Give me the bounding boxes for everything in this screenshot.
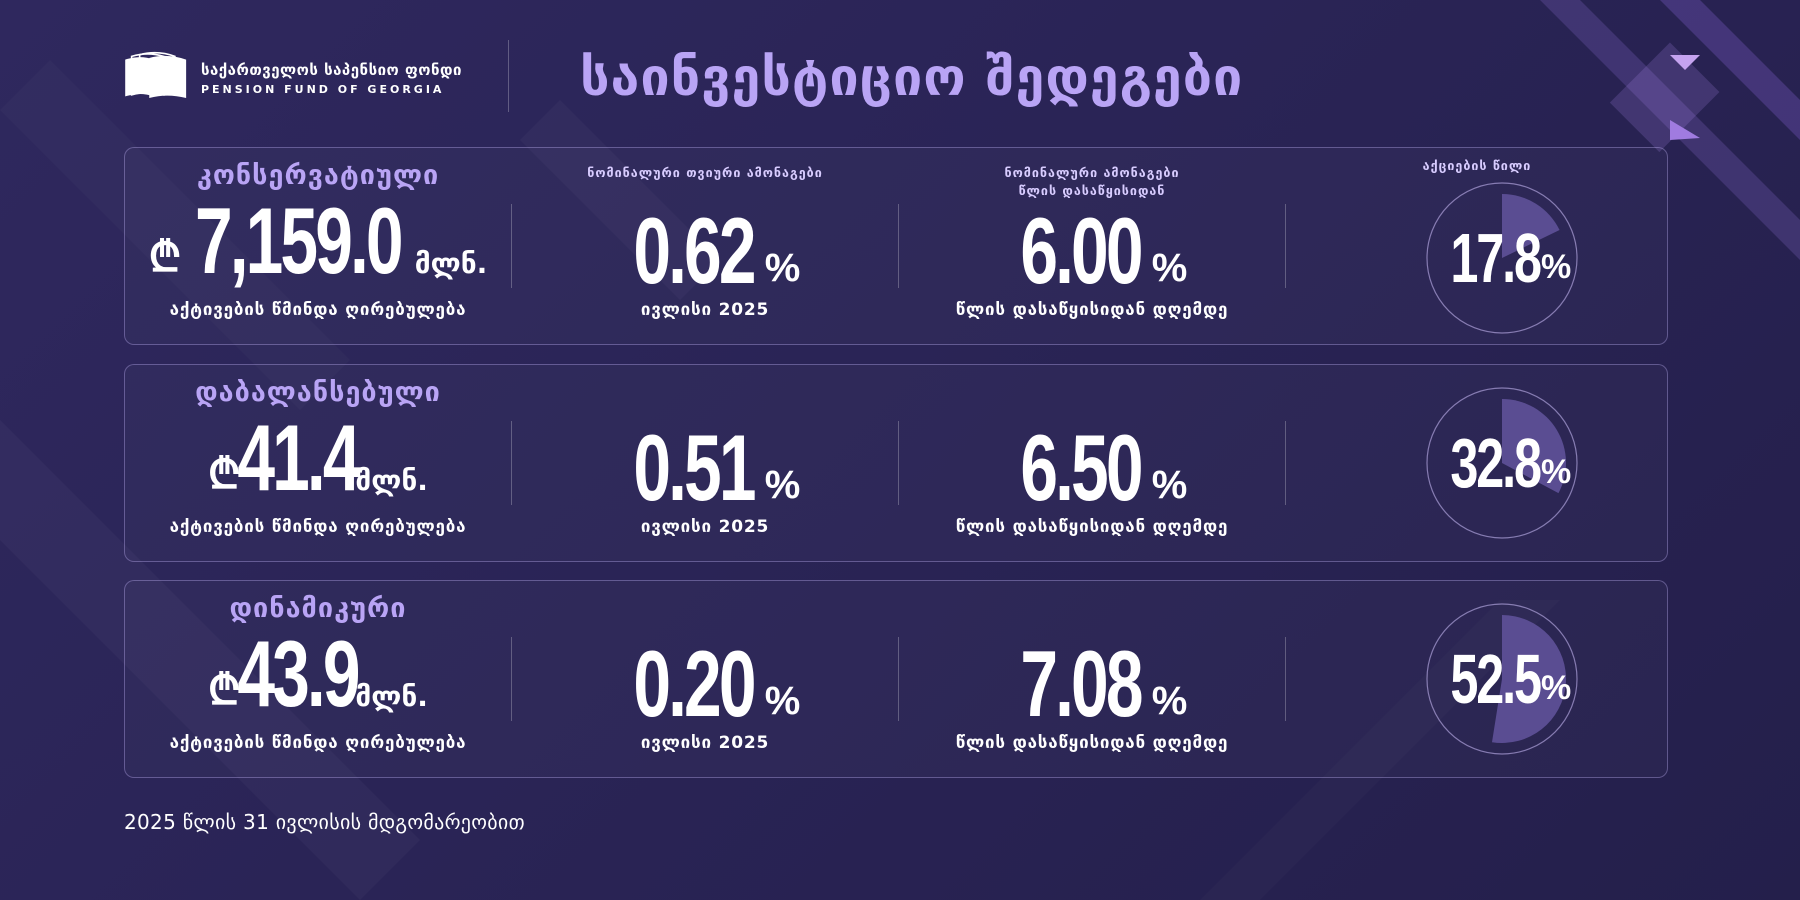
- nav-label: აქტივების წმინდა ღირებულება: [169, 733, 467, 753]
- ytd-return: 6.50 %: [899, 419, 1285, 515]
- monthly-return-label: ივლისი 2025: [640, 300, 770, 320]
- header-divider: [508, 40, 509, 112]
- column-divider: [511, 637, 512, 721]
- ytd-return-heading: ნომინალური ამონაგები წლის დასაწყისიდან: [899, 164, 1285, 200]
- page-title: საინვესტიციო შედეგები: [580, 48, 1244, 108]
- equity-share-slice: [1502, 194, 1560, 258]
- equity-share-gauge: 17.8 %: [1426, 182, 1578, 334]
- monthly-return: 0.51 %: [512, 419, 898, 515]
- percent-sign: %: [1541, 453, 1572, 491]
- column-divider: [898, 421, 899, 505]
- monthly-return-heading: ნომინალური თვიური ამონაგები: [587, 165, 823, 180]
- logo-text-georgian: საქართველოს საპენსიო ფონდი: [200, 60, 462, 79]
- monthly-return: 0.62 %: [512, 202, 898, 298]
- monthly-return-value: 0.62: [633, 198, 756, 303]
- column-divider: [898, 204, 899, 288]
- nav-label: აქტივების წმინდა ღირებულება: [169, 517, 467, 537]
- column-divider: [1285, 637, 1286, 721]
- fund-name: დინამიკური: [229, 593, 407, 624]
- nav-unit: მლნ.: [355, 464, 428, 497]
- as-of-date-note: 2025 წლის 31 ივლისის მდგომარეობით: [124, 810, 525, 834]
- percent-sign: %: [1541, 248, 1572, 286]
- percent-sign: %: [1541, 669, 1572, 707]
- percent-sign: %: [1151, 246, 1188, 290]
- ytd-return-value: 7.08: [1020, 631, 1143, 736]
- monthly-return-value: 0.20: [633, 631, 756, 736]
- gauge-ring: [1426, 603, 1578, 755]
- ytd-heading-line2: წლის დასაწყისიდან: [1018, 183, 1166, 198]
- percent-sign: %: [1151, 679, 1188, 723]
- column-divider: [511, 204, 512, 288]
- equity-share-value: 17.8: [1450, 219, 1542, 297]
- monthly-return: 0.20 %: [512, 635, 898, 731]
- nav-value: 41.4: [237, 405, 361, 510]
- percent-sign: %: [764, 679, 801, 723]
- column-divider: [898, 637, 899, 721]
- ytd-return: 6.00 %: [899, 202, 1285, 298]
- column-divider: [511, 421, 512, 505]
- logo-text-english: PENSION FUND OF GEORGIA: [200, 82, 445, 96]
- column-divider: [1285, 421, 1286, 505]
- ytd-return-label: წლის დასაწყისიდან დღემდე: [955, 300, 1229, 320]
- nav-value: 7,159.0: [195, 188, 404, 293]
- fund-name: დაბალანსებული: [195, 377, 441, 408]
- equity-share-slice: [1502, 399, 1567, 494]
- net-asset-value: ₾ 7,159.0 მლნ.: [125, 192, 511, 288]
- lari-currency-icon: ₾: [208, 665, 241, 714]
- fund-card-balanced: დაბალანსებული ₾ 41.4 მლნ. აქტივების წმინ…: [124, 364, 1668, 562]
- ytd-return-label: წლის დასაწყისიდან დღემდე: [955, 733, 1229, 753]
- ytd-heading-line1: ნომინალური ამონაგები: [1004, 165, 1180, 180]
- equity-share-value: 32.8: [1450, 424, 1542, 502]
- ytd-return-value: 6.00: [1020, 198, 1143, 303]
- ytd-return-label: წლის დასაწყისიდან დღემდე: [955, 517, 1229, 537]
- monthly-return-label: ივლისი 2025: [640, 733, 770, 753]
- ytd-return-value: 6.50: [1020, 415, 1143, 520]
- nav-unit: მლნ.: [414, 247, 488, 280]
- fund-name: კონსერვატიული: [196, 160, 440, 191]
- percent-sign: %: [1151, 463, 1188, 507]
- monthly-return-value: 0.51: [633, 415, 756, 520]
- column-divider: [1285, 204, 1286, 288]
- gauge-ring: [1426, 387, 1578, 539]
- lari-currency-icon: ₾: [208, 449, 241, 498]
- percent-sign: %: [764, 463, 801, 507]
- net-asset-value: ₾ 43.9 მლნ.: [125, 625, 511, 721]
- nav-unit: მლნ.: [355, 680, 428, 713]
- net-asset-value: ₾ 41.4 მლნ.: [125, 409, 511, 505]
- lari-currency-icon: ₾: [148, 232, 182, 281]
- fund-card-dynamic: დინამიკური ₾ 43.9 მლნ. აქტივების წმინდა …: [124, 580, 1668, 778]
- pension-fund-logo[interactable]: საქართველოს საპენსიო ფონდი PENSION FUND …: [122, 42, 462, 114]
- equity-share-value: 52.5: [1450, 640, 1542, 718]
- equity-share-gauge: 52.5 %: [1426, 603, 1578, 755]
- fund-card-conservative: კონსერვატიული ₾ 7,159.0 მლნ. აქტივების წ…: [124, 147, 1668, 345]
- gauge-ring: [1426, 182, 1578, 334]
- equity-share-heading: აქციების წილი: [1422, 158, 1532, 173]
- nav-value: 43.9: [237, 621, 361, 726]
- percent-sign: %: [764, 246, 801, 290]
- equity-share-slice: [1491, 615, 1567, 743]
- logo-book-icon: [125, 51, 187, 99]
- monthly-return-label: ივლისი 2025: [640, 517, 770, 537]
- ytd-return: 7.08 %: [899, 635, 1285, 731]
- equity-share-gauge: 32.8 %: [1426, 387, 1578, 539]
- nav-label: აქტივების წმინდა ღირებულება: [169, 300, 467, 320]
